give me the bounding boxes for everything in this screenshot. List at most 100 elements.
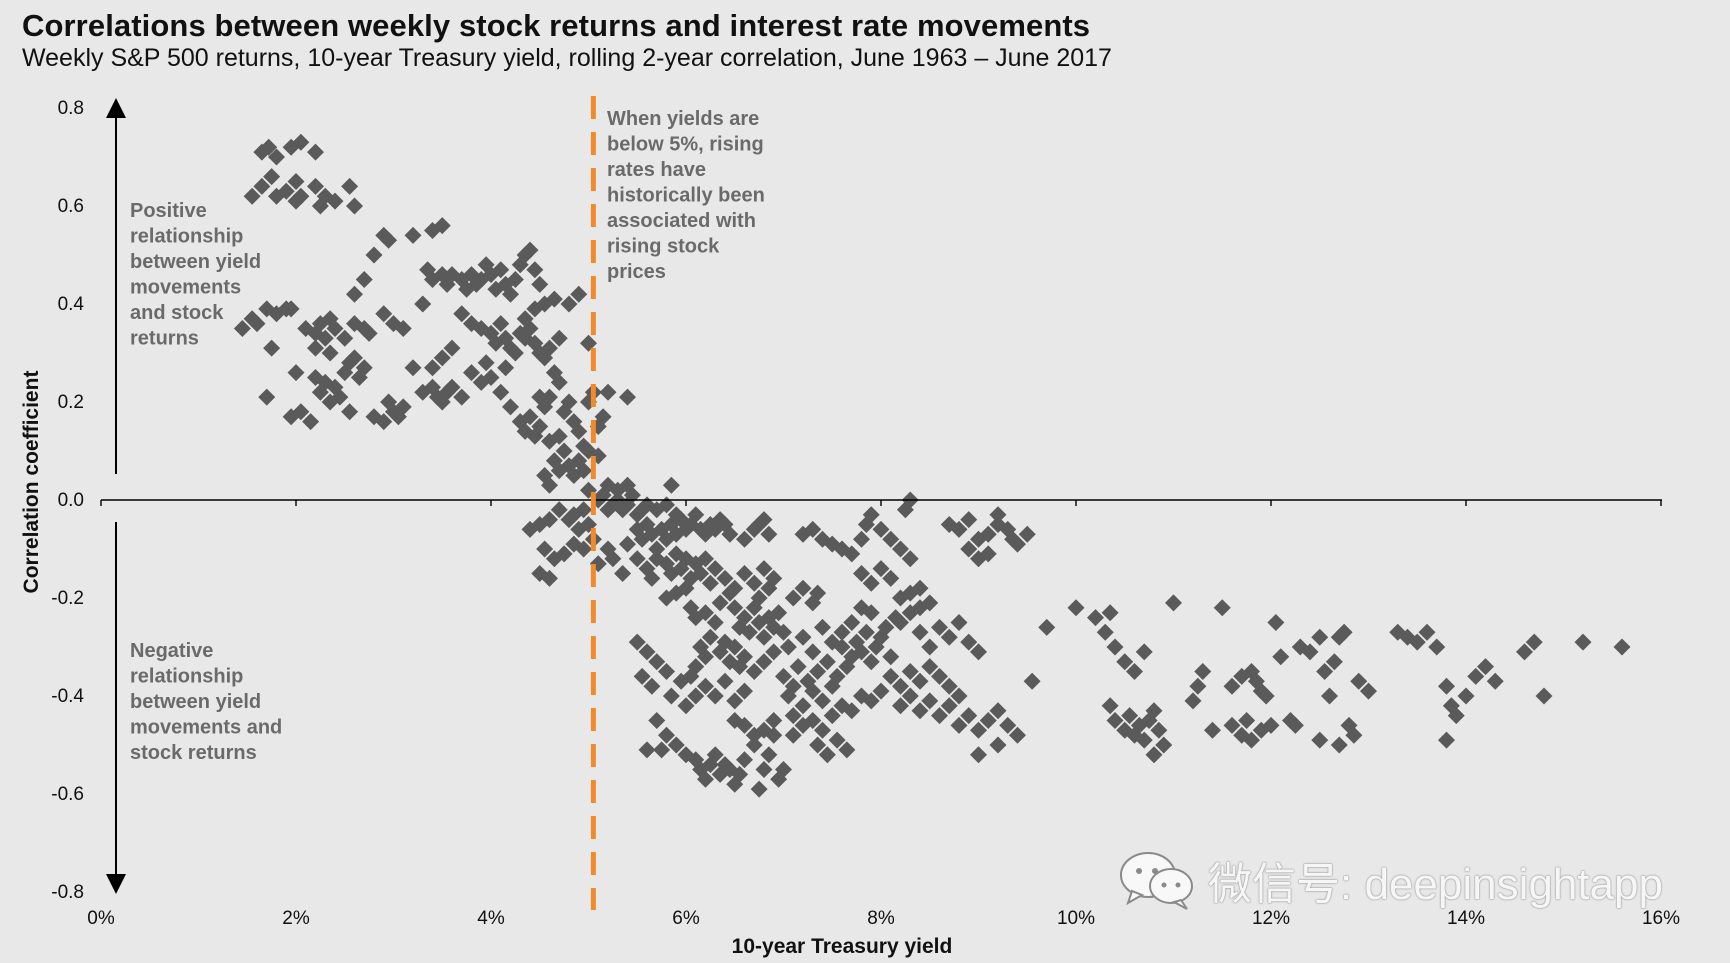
- data-point: [731, 765, 749, 783]
- data-point: [911, 702, 929, 720]
- data-point: [950, 716, 968, 734]
- data-point: [711, 594, 729, 612]
- data-point: [346, 285, 363, 303]
- data-point: [745, 663, 763, 680]
- data-point: [931, 667, 948, 685]
- negative-annotation-line: Negative: [130, 640, 213, 662]
- y-tick-label: -0.4: [51, 686, 84, 707]
- data-point: [892, 614, 909, 631]
- data-point: [809, 584, 827, 602]
- y-tick-label: 0.0: [58, 490, 84, 511]
- data-point: [706, 560, 724, 578]
- threshold-annotation-line: rising stock: [607, 236, 720, 258]
- data-point: [687, 506, 705, 524]
- threshold-annotation: When yields are below 5%, rising rates h…: [607, 108, 770, 283]
- data-point: [1262, 716, 1280, 734]
- data-point: [1360, 682, 1377, 700]
- data-point: [1335, 623, 1353, 641]
- data-point: [575, 540, 593, 558]
- threshold-annotation-line: prices: [607, 261, 666, 283]
- data-point: [1525, 633, 1543, 651]
- data-point: [706, 746, 724, 764]
- data-point: [594, 408, 612, 426]
- data-point: [492, 383, 510, 401]
- data-point: [745, 574, 763, 592]
- data-point: [628, 633, 646, 651]
- data-point: [233, 320, 251, 337]
- x-tick-label: 10%: [1057, 908, 1095, 929]
- data-point: [260, 138, 278, 156]
- data-point: [1106, 638, 1124, 656]
- data-point: [843, 614, 861, 631]
- x-tick-label: 2%: [282, 908, 310, 929]
- data-point: [424, 359, 441, 377]
- data-point: [892, 677, 909, 695]
- data-point: [1438, 731, 1455, 749]
- data-point: [687, 658, 705, 676]
- data-point: [526, 261, 544, 279]
- data-point: [736, 565, 753, 582]
- data-point: [1213, 599, 1231, 617]
- wechat-icon: [1118, 849, 1198, 911]
- data-point: [1325, 653, 1343, 671]
- data-point: [619, 535, 636, 553]
- data-point: [921, 658, 939, 676]
- data-point: [1345, 726, 1363, 744]
- data-point: [814, 618, 831, 636]
- data-point: [394, 320, 412, 337]
- data-point: [794, 697, 812, 715]
- data-point: [302, 413, 320, 431]
- x-axis-title: 10-year Treasury yield: [732, 935, 953, 958]
- data-point: [765, 643, 783, 661]
- data-point: [346, 349, 363, 367]
- data-point: [638, 643, 656, 661]
- data-point: [736, 609, 753, 627]
- positive-annotation-line: movements: [130, 277, 241, 299]
- data-point: [1321, 687, 1338, 705]
- data-point: [882, 648, 900, 666]
- data-point: [521, 241, 539, 259]
- data-point: [979, 712, 997, 729]
- data-point: [833, 623, 851, 641]
- data-point: [580, 334, 597, 352]
- data-point: [414, 295, 432, 313]
- data-point: [1009, 535, 1026, 553]
- data-point: [502, 285, 519, 303]
- data-point: [1257, 687, 1275, 705]
- data-point: [1184, 692, 1202, 710]
- data-point: [794, 628, 812, 646]
- data-point: [755, 560, 773, 578]
- data-point: [433, 217, 451, 235]
- data-point: [843, 545, 861, 563]
- data-point: [804, 682, 822, 700]
- data-point: [1121, 707, 1139, 725]
- data-point: [1467, 667, 1485, 685]
- data-point: [531, 418, 549, 435]
- data-point: [736, 716, 753, 734]
- data-point: [726, 638, 744, 656]
- data-point: [1516, 643, 1533, 661]
- data-point: [721, 525, 739, 543]
- data-point: [1223, 716, 1241, 734]
- negative-annotation-line: movements and: [130, 717, 282, 739]
- y-tick-label: 0.8: [58, 98, 84, 119]
- data-point: [789, 658, 807, 676]
- data-point: [394, 398, 412, 416]
- data-point: [1101, 697, 1119, 715]
- data-point: [911, 623, 929, 641]
- data-point: [541, 569, 558, 587]
- data-point: [814, 721, 831, 739]
- data-point: [755, 653, 773, 671]
- data-point: [604, 550, 622, 568]
- data-point: [979, 545, 997, 563]
- data-point: [516, 310, 534, 328]
- data-point: [862, 604, 880, 622]
- data-point: [1155, 736, 1173, 754]
- data-point: [1096, 623, 1114, 641]
- data-point: [697, 648, 714, 666]
- data-point: [931, 618, 948, 636]
- data-point: [619, 476, 636, 494]
- data-point: [560, 295, 578, 313]
- data-point: [853, 643, 870, 661]
- data-point: [1272, 648, 1290, 666]
